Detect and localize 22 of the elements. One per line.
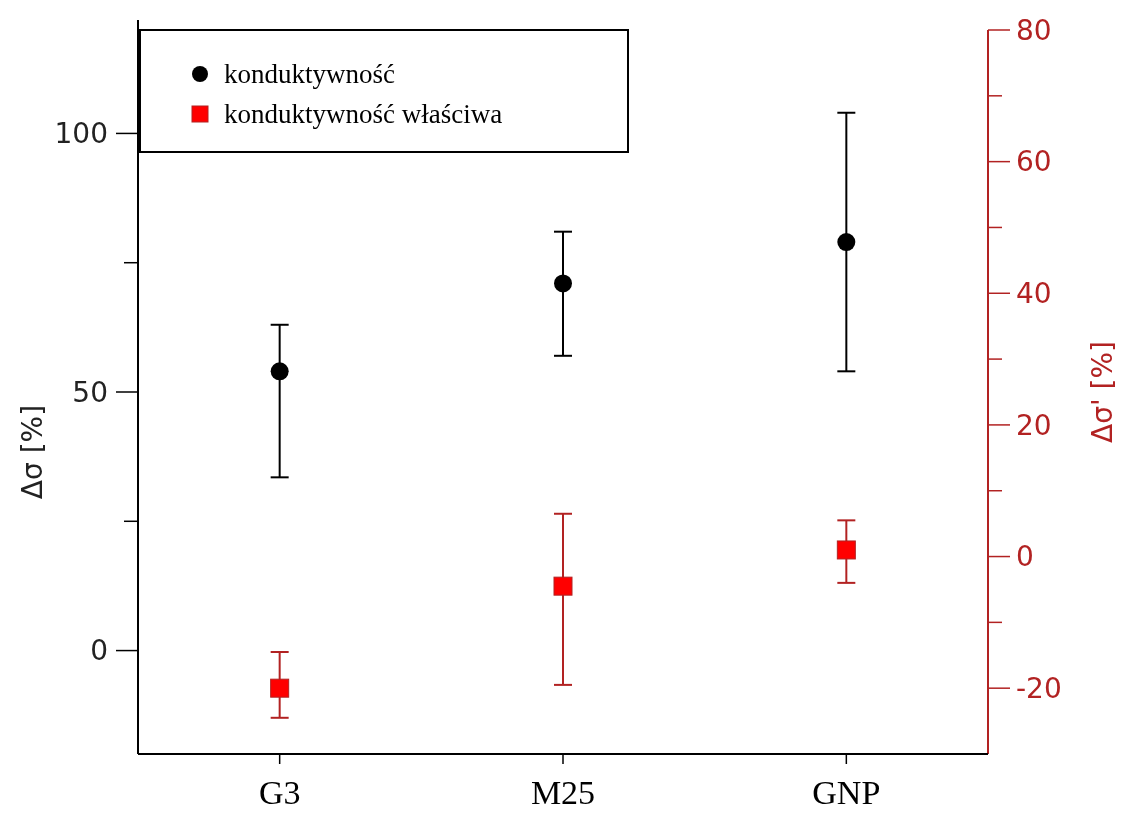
x-tick-label: GNP xyxy=(812,774,881,811)
y-axis-title: Δσ [%] xyxy=(16,404,49,500)
y2-tick-label: 0 xyxy=(1016,540,1034,574)
y-tick-label: 0 xyxy=(90,634,108,668)
legend-label: konduktywność właściwa xyxy=(224,99,503,130)
point xyxy=(554,274,572,293)
point xyxy=(270,362,289,381)
y2-tick-label: 20 xyxy=(1016,408,1052,442)
y2-tick-label: 80 xyxy=(1016,13,1052,47)
y2-tick-label: 40 xyxy=(1016,277,1052,311)
y2-axis-title: Δσ' [%] xyxy=(1086,341,1119,443)
legend-label: konduktywność xyxy=(224,59,396,90)
y-tick-label: 50 xyxy=(72,375,108,409)
y2-tick-label: -20 xyxy=(1016,671,1062,705)
y2-tick-label: 60 xyxy=(1016,145,1052,179)
point xyxy=(837,233,856,252)
point xyxy=(553,576,573,596)
x-tick-label: G3 xyxy=(258,774,301,811)
point xyxy=(270,678,290,698)
x-tick-label: M25 xyxy=(530,774,596,811)
point xyxy=(836,540,856,560)
y-tick-label: 100 xyxy=(54,117,108,151)
